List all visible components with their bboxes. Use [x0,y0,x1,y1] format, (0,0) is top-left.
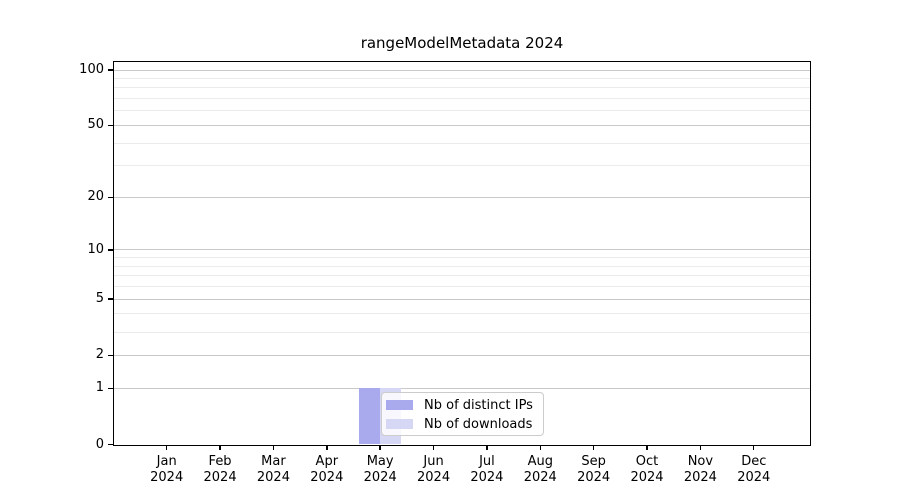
x-tick-label: Jan 2024 [135,454,199,486]
x-tick-month: Jul [479,453,495,469]
x-tick-label: Apr 2024 [295,454,359,486]
x-tick-mark [326,444,328,450]
gridline-minor [114,286,810,288]
x-tick-mark [379,444,381,450]
x-tick-label: Nov 2024 [668,454,732,486]
x-tick-year: 2024 [630,469,664,485]
legend-swatch-distinct-ips [386,400,413,410]
x-tick-month: Mar [261,453,286,469]
gridline-minor [114,331,810,333]
x-tick-label: Feb 2024 [188,454,252,486]
chart-title: rangeModelMetadata 2024 [360,34,564,52]
x-tick-label: Dec 2024 [722,454,786,486]
y-tick-label: 20 [87,189,104,205]
x-tick-label: Jun 2024 [402,454,466,486]
x-tick-mark [272,444,275,450]
x-tick-month: Oct [635,453,659,469]
y-tick-mark [108,69,114,71]
x-tick-month: Nov [687,453,714,469]
x-tick-year: 2024 [577,469,611,485]
x-tick-label: Oct 2024 [615,454,679,486]
y-tick-mark [108,196,114,199]
y-tick-label: 100 [79,62,104,77]
legend-row-downloads: Nb of downloads [386,415,543,434]
x-tick-month: Feb [208,453,232,469]
x-tick-year: 2024 [470,469,504,485]
gridline-minor [114,257,810,259]
gridline-minor [114,165,810,167]
x-tick-year: 2024 [310,469,344,485]
x-tick-month: Aug [527,453,553,469]
y-tick-mark [108,387,114,389]
gridline-minor [114,275,810,277]
gridline-minor [114,98,810,100]
y-tick-label: 10 [87,241,104,257]
gridline-major [114,354,810,356]
gridline-major [114,196,810,198]
gridline-minor [114,77,810,79]
x-tick-month: Jun [423,453,444,469]
x-tick-month: Sep [581,453,606,469]
plot-area: Nb of distinct IPs Nb of downloads [113,60,811,446]
gridline-major [114,249,810,251]
y-tick-label: 2 [95,347,104,363]
y-tick-label: 50 [87,117,104,133]
x-tick-mark [166,444,168,450]
x-tick-mark [753,444,755,450]
x-tick-mark [699,444,702,450]
gridline-major [114,387,810,389]
x-tick-label: May 2024 [348,454,412,486]
x-tick-label: Sep 2024 [562,454,626,486]
gridline-major [114,69,810,71]
gridline-minor [114,142,810,144]
legend-label-distinct-ips: Nb of distinct IPs [424,397,533,413]
x-tick-year: 2024 [737,469,771,485]
x-tick-label: Jul 2024 [455,454,519,486]
x-tick-mark [592,444,595,450]
x-tick-year: 2024 [417,469,451,485]
bar-distinct-ips-may [359,388,381,445]
x-tick-year: 2024 [150,469,184,485]
x-tick-label: Aug 2024 [508,454,572,486]
legend-swatch-downloads [386,419,413,429]
x-tick-year: 2024 [256,469,290,485]
x-tick-label: Mar 2024 [241,454,305,486]
y-tick-mark [108,354,114,357]
x-tick-year: 2024 [363,469,397,485]
x-tick-mark [432,444,435,450]
gridline-major [114,298,810,300]
legend: Nb of distinct IPs Nb of downloads [381,391,544,436]
x-tick-month: May [366,453,394,469]
gridline-minor [114,110,810,112]
y-tick-mark [108,249,114,251]
x-tick-mark [486,444,488,450]
gridline-minor [114,265,810,267]
y-tick-mark [108,443,114,446]
legend-row-distinct-ips: Nb of distinct IPs [386,396,543,415]
x-tick-month: Apr [315,453,339,469]
y-tick-mark [108,124,114,127]
legend-label-downloads: Nb of downloads [424,416,533,432]
y-tick-label: 5 [95,291,104,307]
x-tick-year: 2024 [683,469,717,485]
y-tick-mark [108,298,114,300]
gridline-minor [114,87,810,89]
x-tick-year: 2024 [203,469,237,485]
x-tick-mark [219,444,221,450]
x-tick-month: Jan [156,453,177,469]
y-tick-label: 1 [95,380,104,396]
x-tick-month: Dec [741,453,767,469]
x-tick-year: 2024 [523,469,557,485]
gridline-major [114,124,810,126]
y-tick-label: 0 [95,436,104,452]
x-tick-mark [539,444,541,450]
x-tick-mark [646,444,648,450]
gridline-minor [114,313,810,315]
